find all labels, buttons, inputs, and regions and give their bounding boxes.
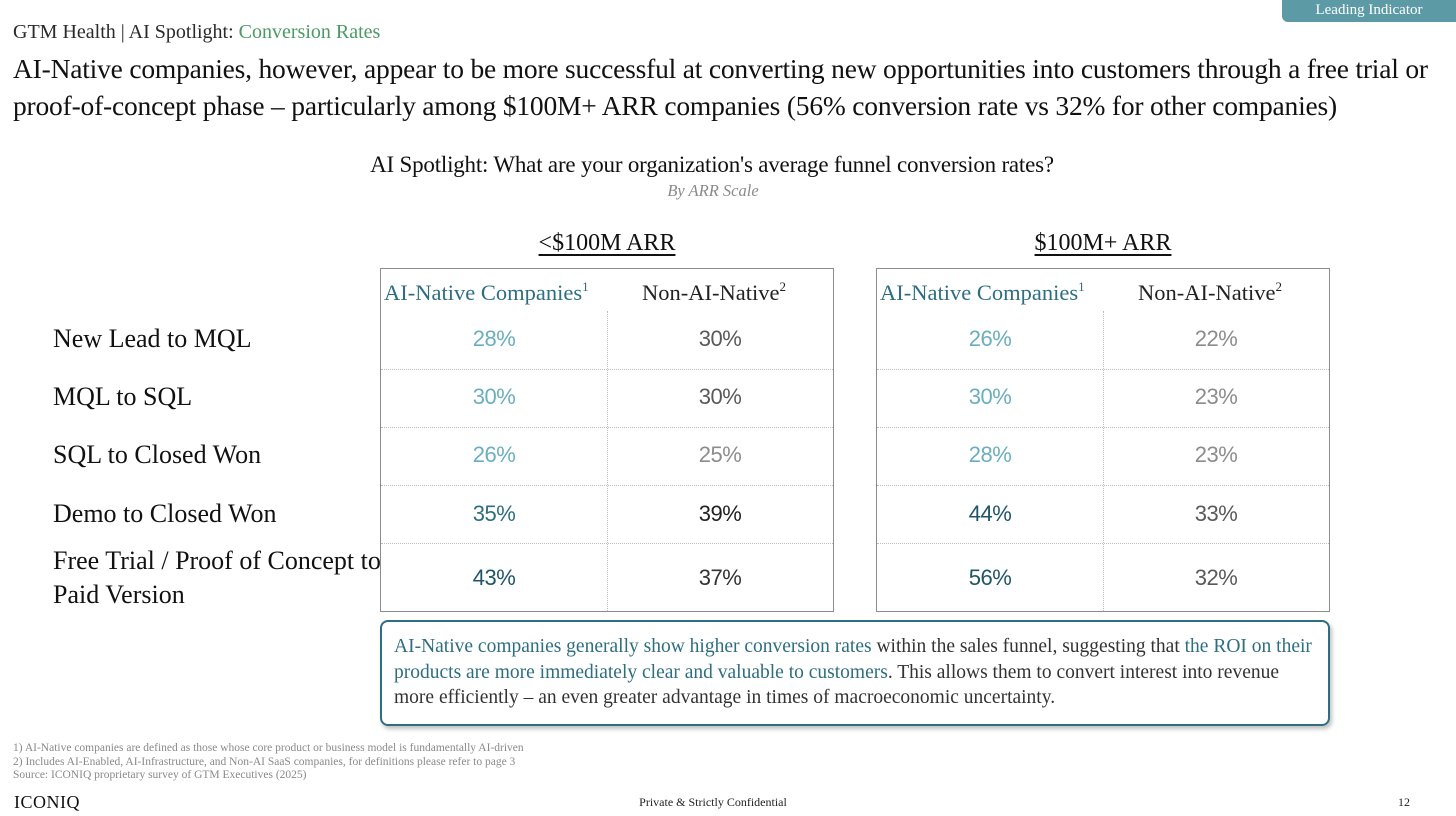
cell-non-value: 30% [698, 384, 742, 409]
callout-highlight-1: AI-Native companies generally show highe… [394, 636, 872, 657]
row-label-sql-to-closed-won: SQL to Closed Won [53, 440, 262, 469]
footnotes: 1) AI-Native companies are defined as th… [13, 742, 524, 783]
row-divider [877, 485, 1329, 486]
row-label-demo-to-closed-won: Demo to Closed Won [53, 499, 277, 528]
leading-indicator-badge: Leading Indicator [1282, 0, 1456, 22]
page-number: 12 [1398, 795, 1410, 809]
iconiq-logo: ICONIQ [14, 792, 80, 812]
col-head-ai-native: AI-Native Companies1 [384, 279, 589, 306]
cell-ai-value: 30% [968, 384, 1012, 409]
cell-ai-value: 26% [472, 442, 516, 467]
cell-ai-value: 28% [472, 326, 516, 351]
row-label-mql-to-sql: MQL to SQL [53, 382, 193, 411]
column-divider [607, 311, 608, 611]
cell-ai-value: 30% [472, 384, 516, 409]
footnote-ref-2: 2 [779, 279, 786, 294]
footnote-ref-1: 1 [1078, 279, 1085, 294]
cell-ai-value: 26% [968, 326, 1012, 351]
row-divider [877, 369, 1329, 370]
cell-non-value: 30% [698, 326, 742, 351]
row-label-new-lead-to-mql: New Lead to MQL [53, 324, 252, 353]
cell-ai-value: 56% [968, 565, 1012, 590]
cell-non-value: 23% [1194, 384, 1238, 409]
col-head-non-label: Non-AI-Native [642, 280, 780, 305]
cell-non-value: 25% [698, 442, 742, 467]
page-headline: AI-Native companies, however, appear to … [13, 53, 1428, 121]
breadcrumb: GTM Health | AI Spotlight: Conversion Ra… [13, 21, 380, 44]
callout-text-2: . This allows them to convert interest i… [394, 661, 1279, 709]
panel-under-100m: AI-Native Companies1 Non-AI-Native2 28% … [380, 268, 834, 612]
cell-ai-value: 43% [472, 565, 516, 590]
col-head-ai-native: AI-Native Companies1 [880, 279, 1085, 306]
row-label-free-trial-to-paid: Free Trial / Proof of Concept to Paid Ve… [53, 546, 381, 609]
source-note: Source: ICONIQ proprietary survey of GTM… [13, 769, 307, 781]
cell-non-value: 32% [1194, 565, 1238, 590]
footnote-ref-2: 2 [1275, 279, 1282, 294]
row-divider [381, 485, 833, 486]
col-head-ai-label: AI-Native Companies [384, 280, 583, 305]
group-title-under-100m: <$100M ARR [538, 230, 676, 256]
footnote-1: 1) AI-Native companies are defined as th… [13, 742, 524, 754]
callout-text-1: within the sales funnel, suggesting that [871, 636, 1185, 657]
col-head-non-ai-native: Non-AI-Native2 [1138, 279, 1282, 306]
cell-non-value: 23% [1194, 442, 1238, 467]
callout-highlight-2: the ROI on their products are more immed… [394, 636, 1312, 683]
cell-ai-value: 35% [472, 501, 516, 526]
cell-non-value: 37% [698, 565, 742, 590]
breadcrumb-prefix: GTM Health | AI Spotlight: [13, 21, 239, 43]
breadcrumb-topic: Conversion Rates [238, 21, 381, 43]
col-head-non-ai-native: Non-AI-Native2 [642, 279, 786, 306]
insight-callout: AI-Native companies generally show highe… [380, 620, 1330, 726]
col-head-ai-label: AI-Native Companies [880, 280, 1079, 305]
cell-ai-value: 28% [968, 442, 1012, 467]
footnote-ref-1: 1 [582, 279, 589, 294]
cell-non-value: 22% [1194, 326, 1238, 351]
col-head-non-label: Non-AI-Native [1138, 280, 1276, 305]
footnote-2: 2) Includes AI-Enabled, AI-Infrastructur… [13, 755, 516, 768]
cell-non-value: 39% [698, 501, 742, 526]
row-divider [877, 543, 1329, 544]
panel-100m-plus: AI-Native Companies1 Non-AI-Native2 26% … [876, 268, 1330, 612]
row-divider [877, 427, 1329, 428]
cell-ai-value: 44% [968, 501, 1012, 526]
group-title-100m-plus: $100M+ ARR [1034, 230, 1172, 256]
column-divider [1103, 311, 1104, 611]
row-divider [381, 543, 833, 544]
row-divider [381, 427, 833, 428]
chart-title: AI Spotlight: What are your organization… [370, 152, 1054, 177]
confidential-notice: Private & Strictly Confidential [639, 795, 787, 809]
cell-non-value: 33% [1194, 501, 1238, 526]
chart-subtitle: By ARR Scale [667, 181, 759, 200]
row-divider [381, 369, 833, 370]
